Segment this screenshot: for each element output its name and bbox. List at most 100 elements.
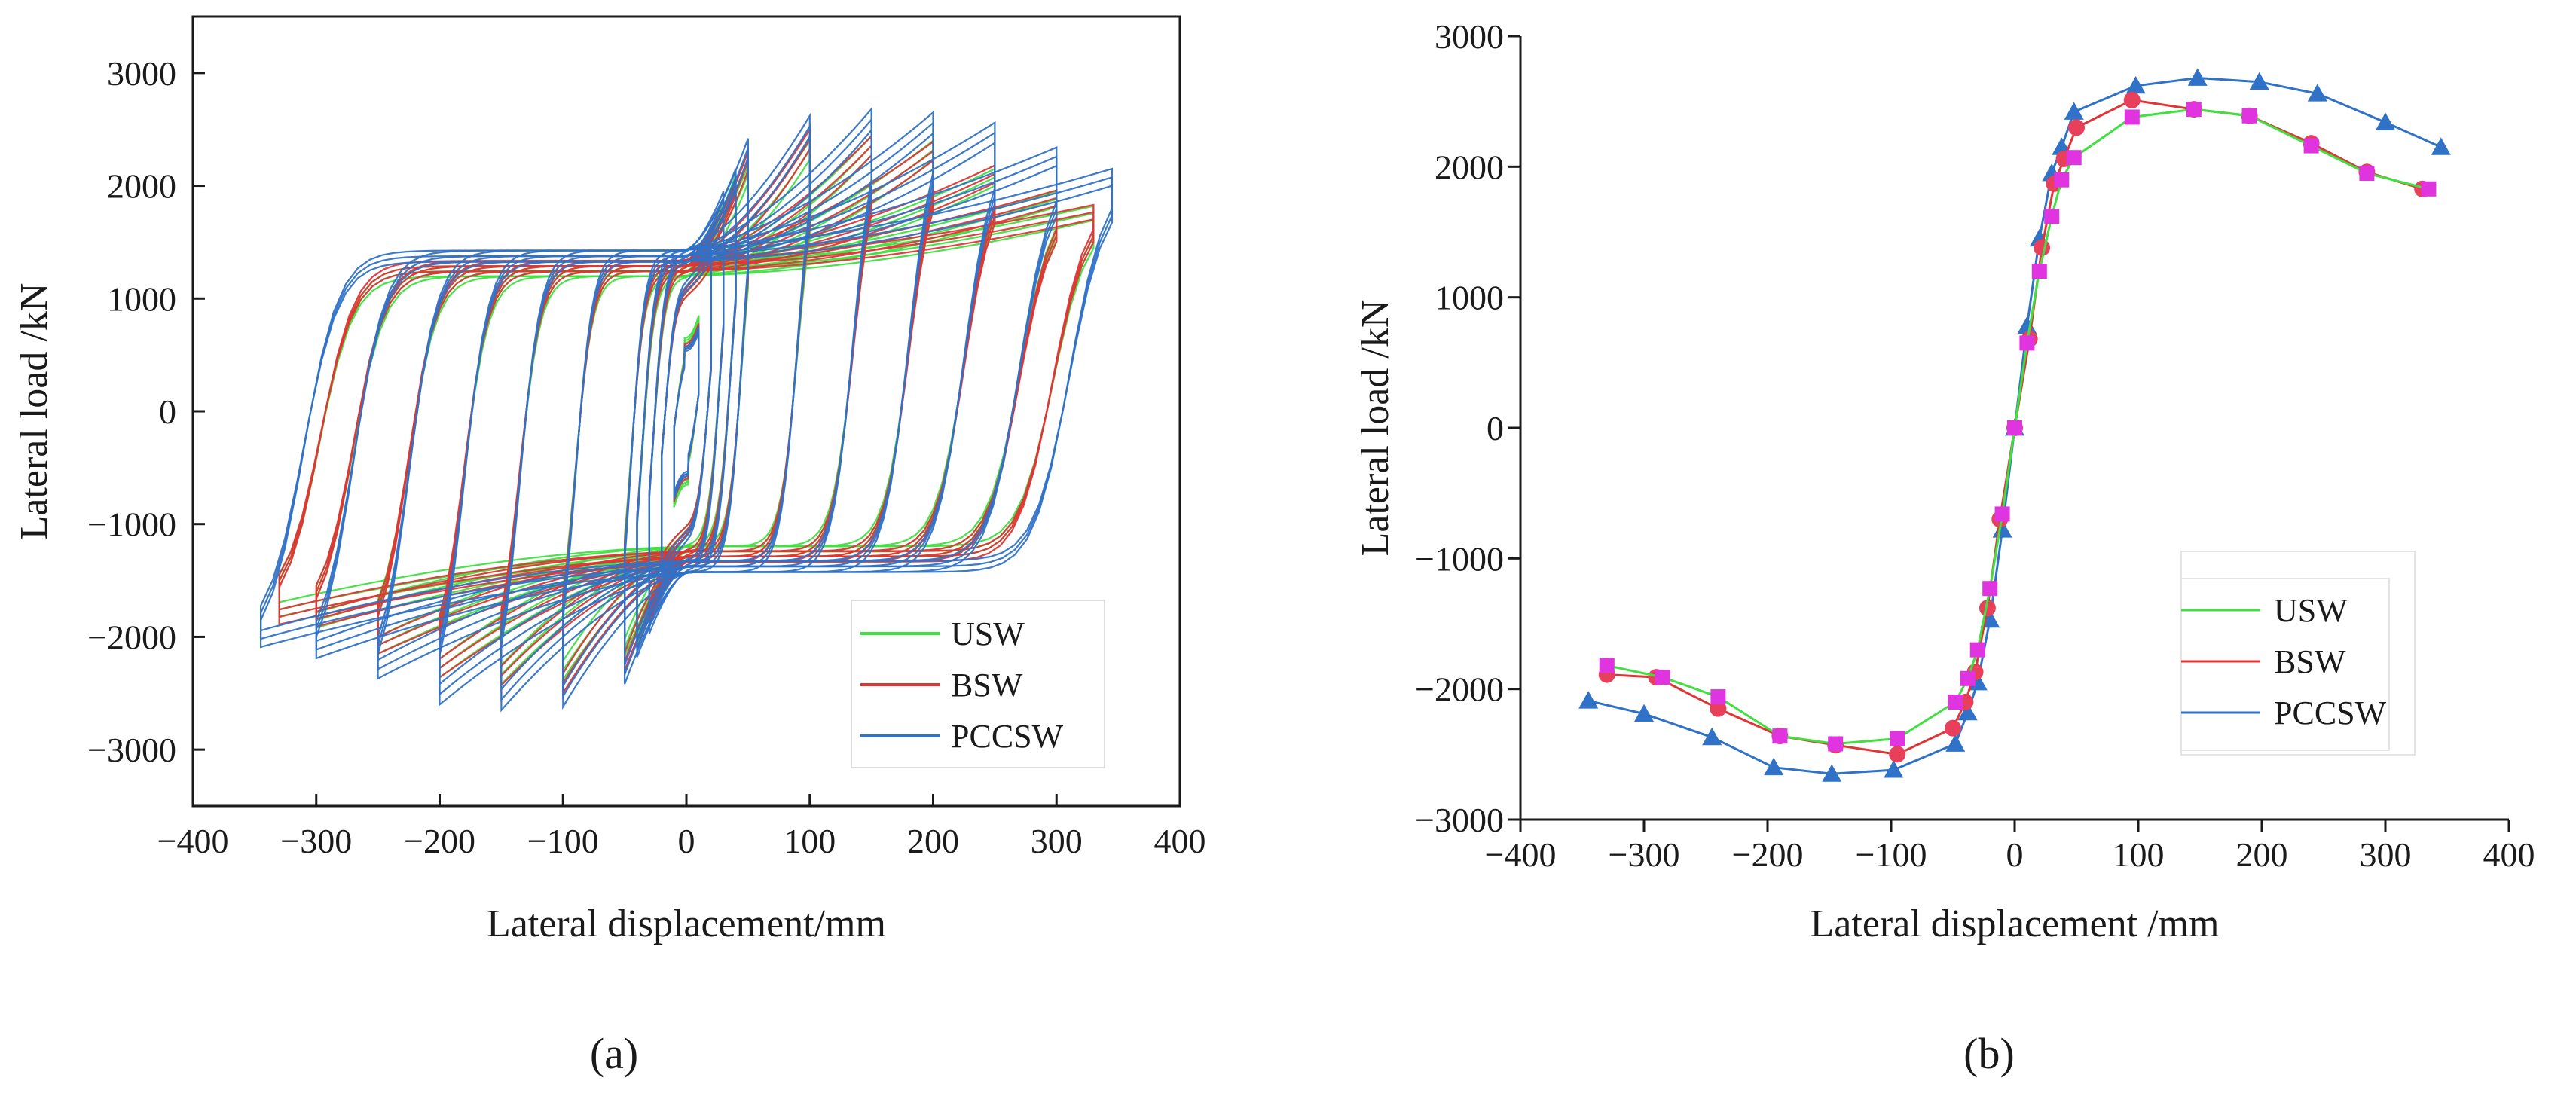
data-point — [1764, 757, 1784, 776]
x-tick-label: −300 — [1609, 835, 1680, 874]
y-tick-label: 2000 — [107, 167, 176, 206]
y-tick-label: 0 — [1487, 409, 1504, 447]
data-point — [2044, 209, 2060, 224]
data-point — [1710, 700, 1727, 717]
hysteresis-loop — [673, 332, 700, 493]
hysteresis-loop — [624, 148, 749, 675]
data-point — [2007, 420, 2022, 435]
y-tick-label: 2000 — [1435, 148, 1504, 186]
data-point — [2376, 112, 2395, 130]
y-tick-label: −3000 — [87, 731, 176, 769]
x-tick-label: 100 — [784, 822, 836, 860]
data-point — [1994, 506, 2010, 522]
hysteresis-loop — [661, 252, 712, 570]
data-point — [2125, 75, 2146, 94]
legend-label-pccsw: PCCSW — [2274, 695, 2387, 731]
data-point — [2054, 172, 2070, 188]
data-point — [1969, 642, 1985, 658]
data-point — [1772, 728, 1788, 744]
panel-label-a: (a) — [590, 1029, 638, 1078]
data-point — [2019, 335, 2035, 351]
hysteresis-loop — [624, 138, 749, 685]
legend-label-usw: USW — [951, 615, 1025, 652]
y-tick-label: 1000 — [1435, 279, 1504, 317]
data-point — [2064, 102, 2084, 120]
data-point — [2241, 108, 2257, 124]
data-point — [1889, 746, 1906, 763]
x-tick-label: 300 — [2360, 835, 2412, 874]
data-point — [2034, 239, 2051, 256]
chart-panel-a: −400 −300 −200 −100 0 100 200 300 400−3000−2000−… — [13, 15, 1206, 1078]
hysteresis-loop — [260, 185, 1113, 632]
legend: USW BSW PCCSW — [2180, 551, 2416, 756]
hysteresis-loop — [661, 258, 712, 563]
data-point — [1945, 719, 1961, 737]
hysteresis-loop — [661, 264, 712, 560]
legend-label-usw: USW — [2274, 592, 2348, 629]
x-tick-label: −400 — [1485, 835, 1557, 874]
series-pccsw — [260, 106, 1113, 713]
y-tick-label: −2000 — [1415, 670, 1504, 709]
data-point — [2421, 181, 2437, 197]
y-axis-label: Lateral load /kN — [1354, 300, 1397, 557]
data-point — [2068, 119, 2085, 136]
hysteresis-loop — [624, 160, 749, 662]
x-tick-label: 200 — [907, 822, 959, 860]
x-tick-label: 300 — [1031, 822, 1083, 860]
x-tick-label: 400 — [2483, 835, 2535, 874]
hysteresis-loop — [673, 329, 700, 496]
x-axis-label: Lateral displacement/mm — [487, 902, 886, 945]
data-point — [1578, 691, 1599, 709]
x-tick-label: −400 — [157, 822, 229, 860]
x-tick-label: −200 — [404, 822, 475, 860]
data-point — [1822, 764, 1842, 782]
data-point — [1945, 734, 1966, 752]
data-point — [2031, 264, 2047, 279]
data-point — [1634, 704, 1654, 722]
y-tick-label: −1000 — [87, 505, 176, 544]
chart-panel-b: −400 −300 −200 −100 0 100 200 300 400−3000−2000−… — [1354, 17, 2535, 1078]
y-axis-label: Lateral load /kN — [13, 283, 56, 540]
data-point — [2307, 84, 2327, 102]
data-point — [1599, 658, 1615, 673]
data-point — [2066, 150, 2082, 166]
x-tick-label: −100 — [527, 822, 599, 860]
data-point — [2123, 91, 2141, 108]
legend-label-bsw: BSW — [2274, 643, 2346, 680]
data-point — [2187, 68, 2208, 86]
hysteresis-loop — [315, 146, 1058, 660]
y-tick-label: 3000 — [1435, 17, 1504, 56]
series-usw — [1599, 102, 2437, 752]
panel-label-b: (b) — [1963, 1029, 2015, 1078]
legend: USW BSW PCCSW — [851, 600, 1105, 768]
hysteresis-loop — [562, 133, 811, 689]
x-tick-label: −300 — [280, 822, 352, 860]
x-tick-label: 0 — [2006, 835, 2024, 874]
y-tick-label: −1000 — [1415, 539, 1504, 578]
data-point — [2249, 72, 2269, 90]
data-point — [2124, 109, 2140, 125]
y-tick-label: −2000 — [87, 618, 176, 656]
x-tick-label: 100 — [2113, 835, 2165, 874]
data-point — [1828, 736, 1844, 752]
hysteresis-loop — [661, 252, 712, 569]
data-point — [1979, 600, 1996, 617]
y-tick-label: 1000 — [107, 279, 176, 318]
legend-box — [2180, 578, 2390, 751]
x-tick-label: 0 — [678, 822, 695, 860]
data-point — [1982, 581, 1998, 597]
hysteresis-loop — [661, 264, 712, 558]
y-tick-label: 3000 — [107, 54, 176, 93]
data-point — [1884, 760, 1904, 778]
x-tick-label: −200 — [1732, 835, 1804, 874]
data-point — [2359, 166, 2375, 181]
data-point — [2431, 137, 2451, 155]
data-point — [2303, 138, 2319, 154]
data-point — [1655, 670, 1670, 685]
legend-label-bsw: BSW — [951, 667, 1023, 704]
legend-label-pccsw: PCCSW — [951, 718, 1064, 755]
data-point — [1890, 731, 1905, 746]
x-tick-label: −100 — [1856, 835, 1927, 874]
x-tick-label: 400 — [1154, 822, 1206, 860]
